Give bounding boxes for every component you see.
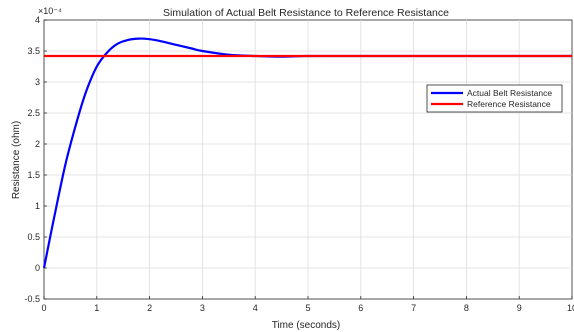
y-tick-label: 1.5 (27, 170, 40, 180)
y-exponent-label: ×10⁻⁴ (38, 6, 62, 16)
legend-box (426, 84, 563, 113)
plot-area: 012345678910-0.500.511.522.533.54 (24, 15, 574, 313)
x-tick-label: 9 (517, 303, 522, 313)
x-tick-label: 4 (253, 303, 258, 313)
x-tick-label: 5 (305, 303, 310, 313)
legend-label-0: Actual Belt Resistance (467, 88, 552, 98)
y-tick-label: 1 (35, 201, 40, 211)
y-tick-label: 4 (35, 15, 40, 25)
tick-labels: 012345678910-0.500.511.522.533.54 (24, 15, 574, 313)
y-tick-label: 2 (35, 139, 40, 149)
series-lines (42, 37, 572, 269)
y-tick-label: -0.5 (24, 294, 40, 304)
x-tick-label: 2 (147, 303, 152, 313)
x-tick-label: 6 (358, 303, 363, 313)
y-tick-label: 0.5 (27, 232, 40, 242)
x-tick-label: 3 (200, 303, 205, 313)
y-axis-label: Resistance (ohm) (11, 121, 22, 199)
x-tick-label: 0 (41, 303, 46, 313)
x-tick-label: 10 (567, 303, 574, 313)
legend-label-1: Reference Resistance (467, 99, 551, 109)
x-axis-label: Time (seconds) (272, 320, 341, 331)
y-tick-label: 2.5 (27, 108, 40, 118)
chart-title: Simulation of Actual Belt Resistance to … (163, 7, 449, 19)
x-tick-label: 7 (411, 303, 416, 313)
y-tick-label: 3 (35, 77, 40, 87)
x-tick-label: 1 (94, 303, 99, 313)
y-tick-label: 3.5 (27, 46, 40, 56)
y-tick-label: 0 (35, 263, 40, 273)
grid-lines (44, 20, 572, 299)
x-tick-label: 8 (464, 303, 469, 313)
